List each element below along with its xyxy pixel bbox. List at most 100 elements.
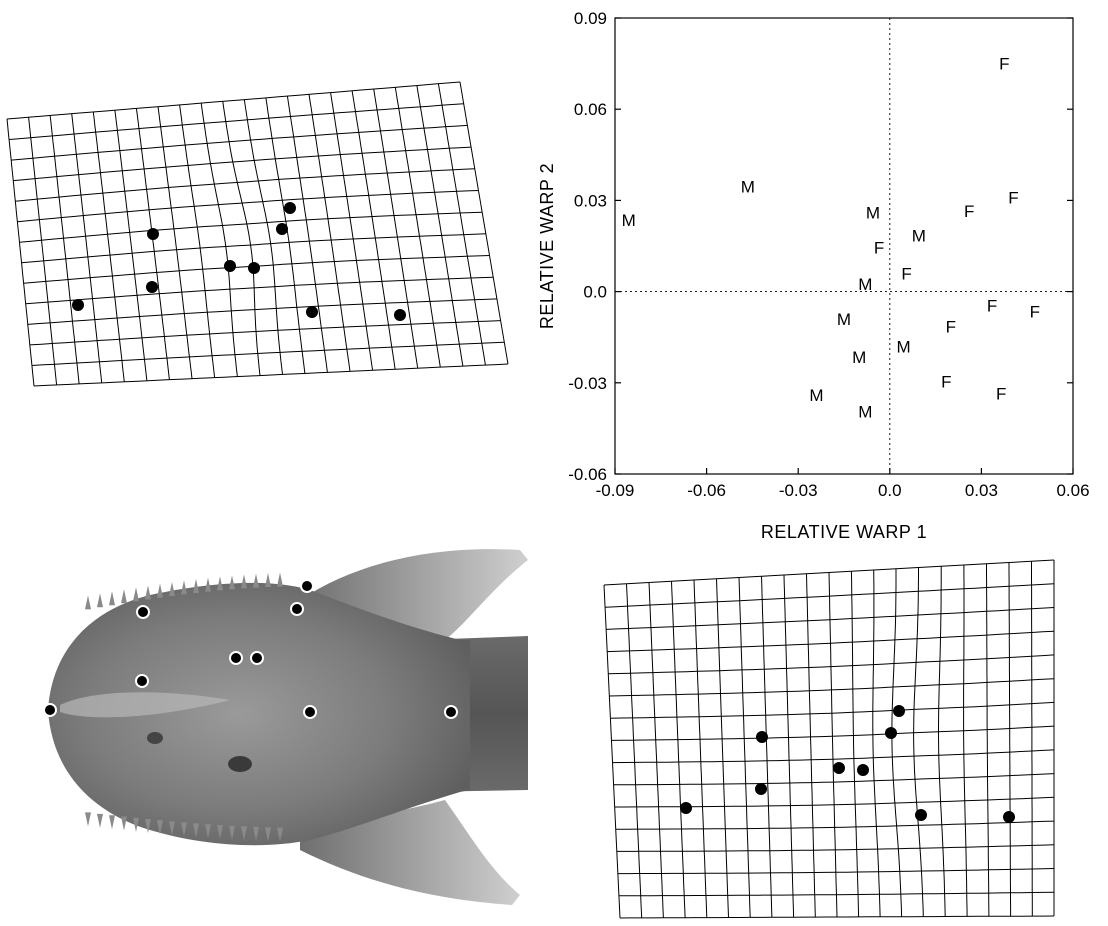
data-point-male: M [912,226,926,245]
photo-landmark-dot [136,605,150,619]
spine-top [253,573,259,588]
grid-line-vertical [783,574,795,918]
data-point-female: F [946,318,956,337]
spine-bottom [253,826,259,841]
grid-line-vertical [938,566,946,917]
spine-bottom [181,822,187,837]
spine-top [277,572,283,587]
grid-line-vertical [872,569,881,917]
spine-top [145,585,151,600]
data-point-female: F [999,55,1009,74]
fish-head [48,582,470,846]
spine-bottom [265,827,271,842]
landmark-dot [248,262,260,274]
spine-bottom [133,817,139,832]
spine-bottom [205,824,211,839]
x-tick-label: -0.03 [779,481,818,500]
grid-line-vertical [351,90,396,370]
grid-line-horizontal [617,868,1055,875]
grid-line-vertical [648,582,664,918]
grid-line-vertical [92,111,125,382]
grid-line-horizontal [13,146,472,182]
grid-line-horizontal [6,81,461,120]
grid-line-horizontal [618,891,1055,897]
photo-landmarks [43,579,458,719]
data-point-male: M [858,275,872,294]
grid-line-vertical [157,106,193,379]
grid-line-vertical [71,113,103,383]
spine-bottom [277,827,283,842]
data-point-male: M [852,348,866,367]
y-tick-label: -0.06 [568,465,607,484]
landmark-dot [72,299,84,311]
spine-top [229,575,235,590]
photo-landmark-dot [444,705,458,719]
grid-line-horizontal [9,103,464,140]
spine-bottom [109,815,115,830]
grid-line-vertical [135,108,170,380]
grid-line-horizontal [15,168,475,202]
x-tick-label: -0.06 [687,481,726,500]
landmark-dot [885,727,897,739]
grid-line-vertical [6,118,35,387]
x-axis-label: RELATIVE WARP 1 [761,522,927,542]
data-point-female: F [874,239,884,258]
data-point-female: F [941,372,951,391]
landmark-dot [756,731,768,743]
grid-line-horizontal [615,820,1055,830]
grid-line-horizontal [606,607,1055,630]
grid-line-horizontal [33,363,509,387]
grid-line-vertical [28,117,58,386]
spine-top [169,581,175,596]
y-axis-label: RELATIVE WARP 2 [537,163,557,329]
photo-landmark-dot [135,674,149,688]
y-axis-ticks: -0.06 -0.03 0.0 0.03 0.06 0.09 [568,9,1073,484]
x-tick-label: 0.03 [965,481,998,500]
landmark-dot [915,809,927,821]
deformation-grid-bottom-right [603,559,1055,919]
spine-bottom [157,820,163,835]
grid-line-vertical [603,584,621,919]
grid-line-vertical [308,94,351,372]
data-point-male: M [741,178,755,197]
landmark-dot [306,306,318,318]
landmark-dot [755,783,767,795]
y-tick-label: 0.03 [574,191,607,210]
grid-line-horizontal [610,701,1055,719]
x-tick-label: -0.09 [596,481,635,500]
grid-line-vertical [416,85,464,367]
photo-landmark-dot [229,651,243,665]
grid-line-vertical [986,563,990,917]
grid-line-horizontal [616,844,1055,852]
grid-line-vertical [459,81,509,365]
grid-line-vertical [671,581,686,918]
spine-bottom [229,825,235,840]
spine-top [205,577,211,592]
grid-line-vertical [222,101,261,376]
grid-line-vertical [286,96,328,373]
spine-bottom [121,816,127,831]
grid-line-vertical [806,573,816,918]
grid-line-vertical [828,572,838,918]
spine-top [121,589,127,604]
grid-line-horizontal [19,211,483,243]
grid-line-vertical [891,568,903,917]
y-tick-label: 0.06 [574,100,607,119]
data-point-male: M [866,204,880,223]
photo-landmark-dot [300,579,314,593]
y-tick-label: 0.0 [583,283,607,302]
spine-top [157,583,163,598]
y-tick-label: 0.09 [574,9,607,28]
landmark-dot [893,705,905,717]
grid-line-horizontal [11,124,468,161]
spine-top [109,591,115,606]
landmark-dot [146,281,158,293]
grid-line-vertical [693,579,708,918]
spine-top [181,580,187,595]
grid-line-vertical [1008,562,1012,917]
grid-line-vertical [913,567,924,917]
spine-top [193,578,199,593]
grid-line-vertical [626,583,643,918]
grid-line-vertical [265,97,306,374]
